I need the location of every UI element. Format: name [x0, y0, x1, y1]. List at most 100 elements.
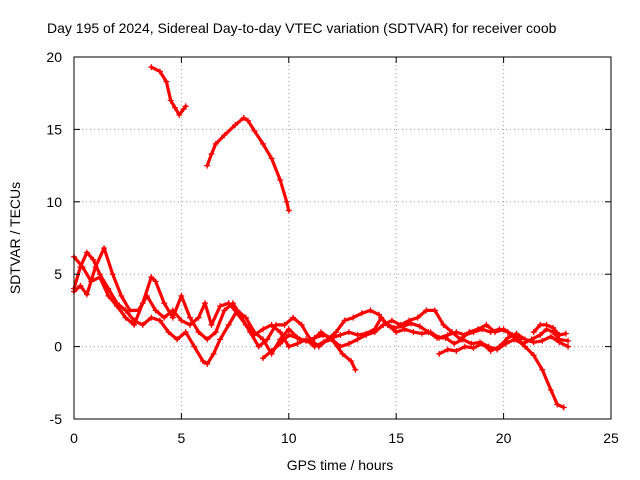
data-point [281, 321, 288, 328]
series-sat-e [71, 245, 524, 350]
data-point [504, 334, 511, 341]
data-point [320, 332, 327, 339]
data-point [122, 314, 129, 321]
data-point [500, 326, 507, 333]
data-point [302, 337, 309, 344]
data-point [167, 97, 174, 104]
data-point [225, 321, 232, 328]
data-point [277, 329, 284, 336]
data-point [285, 207, 292, 214]
data-point [212, 140, 219, 147]
data-point [169, 307, 176, 314]
data-point [260, 140, 267, 147]
data-point [388, 317, 395, 324]
data-point [251, 127, 258, 134]
data-point [468, 340, 475, 347]
data-point [418, 330, 425, 337]
data-point [83, 249, 90, 256]
grid [74, 57, 611, 419]
data-point [109, 271, 116, 278]
data-point [348, 358, 355, 365]
y-tick-label: 20 [46, 49, 62, 65]
data-point [204, 162, 211, 169]
data-point [298, 321, 305, 328]
data-point [328, 334, 335, 341]
data-point [161, 300, 168, 307]
data-point [337, 343, 344, 350]
data-point [202, 300, 209, 307]
series-sat-h [530, 321, 569, 339]
data-point [148, 64, 155, 71]
data-point [479, 340, 486, 347]
x-tick-label: 15 [388, 430, 404, 446]
data-point [161, 314, 168, 321]
data-point [148, 274, 155, 281]
y-tick-label: 5 [54, 266, 62, 282]
data-point [195, 314, 202, 321]
data-point [290, 314, 297, 321]
data-point [277, 177, 284, 184]
series-sat-b [204, 114, 292, 214]
data-point [255, 343, 262, 350]
data-point [260, 326, 267, 333]
y-tick-label: 10 [46, 194, 62, 210]
data-point [174, 336, 181, 343]
data-point [96, 274, 103, 281]
data-point [191, 343, 198, 350]
data-point [204, 360, 211, 367]
data-point [562, 330, 569, 337]
data-point [399, 323, 406, 330]
series-line [72, 246, 523, 349]
x-tick-label: 5 [178, 430, 186, 446]
data-point [513, 330, 520, 337]
data-point [101, 245, 108, 252]
data-point [537, 332, 544, 339]
data-point [431, 307, 438, 314]
data-point [410, 329, 417, 336]
data-point [186, 314, 193, 321]
data-point [163, 78, 170, 85]
data-point [556, 332, 563, 339]
data-point [320, 339, 327, 346]
data-point [156, 317, 163, 324]
data-point [283, 198, 290, 205]
series-line [205, 116, 291, 213]
data-point [285, 332, 292, 339]
y-axis-label: SDTVAR / TECUs [7, 182, 23, 294]
data-point [530, 352, 537, 359]
data-point [556, 339, 563, 346]
data-point [260, 355, 267, 362]
data-point [547, 333, 554, 340]
axis-ticks: 0 5 10 15 20 25 -5 0 5 10 15 20 [46, 49, 619, 446]
data-point [483, 321, 490, 328]
data-point [461, 343, 468, 350]
y-tick-label: 15 [46, 121, 62, 137]
series-sat-a [148, 64, 189, 118]
chart-title: Day 195 of 2024, Sidereal Day-to-day VTE… [47, 20, 557, 36]
data-point [199, 358, 206, 365]
data-point [165, 329, 172, 336]
data-point [135, 307, 142, 314]
data-point [212, 329, 219, 336]
data-point [171, 104, 178, 111]
data-point [337, 332, 344, 339]
data-point [453, 347, 460, 354]
data-point [139, 321, 146, 328]
data-point [350, 314, 357, 321]
data-point [511, 336, 518, 343]
data-point [393, 329, 400, 336]
data-point [294, 334, 301, 341]
data-point [234, 310, 241, 317]
data-point [470, 345, 477, 352]
data-point [352, 366, 359, 373]
data-point [285, 326, 292, 333]
data-point [105, 292, 112, 299]
data-point [539, 366, 546, 373]
data-point [339, 350, 346, 357]
data-point [144, 292, 151, 299]
data-point [268, 347, 275, 354]
data-point [176, 111, 183, 118]
data-point [530, 329, 537, 336]
data-point [225, 300, 232, 307]
